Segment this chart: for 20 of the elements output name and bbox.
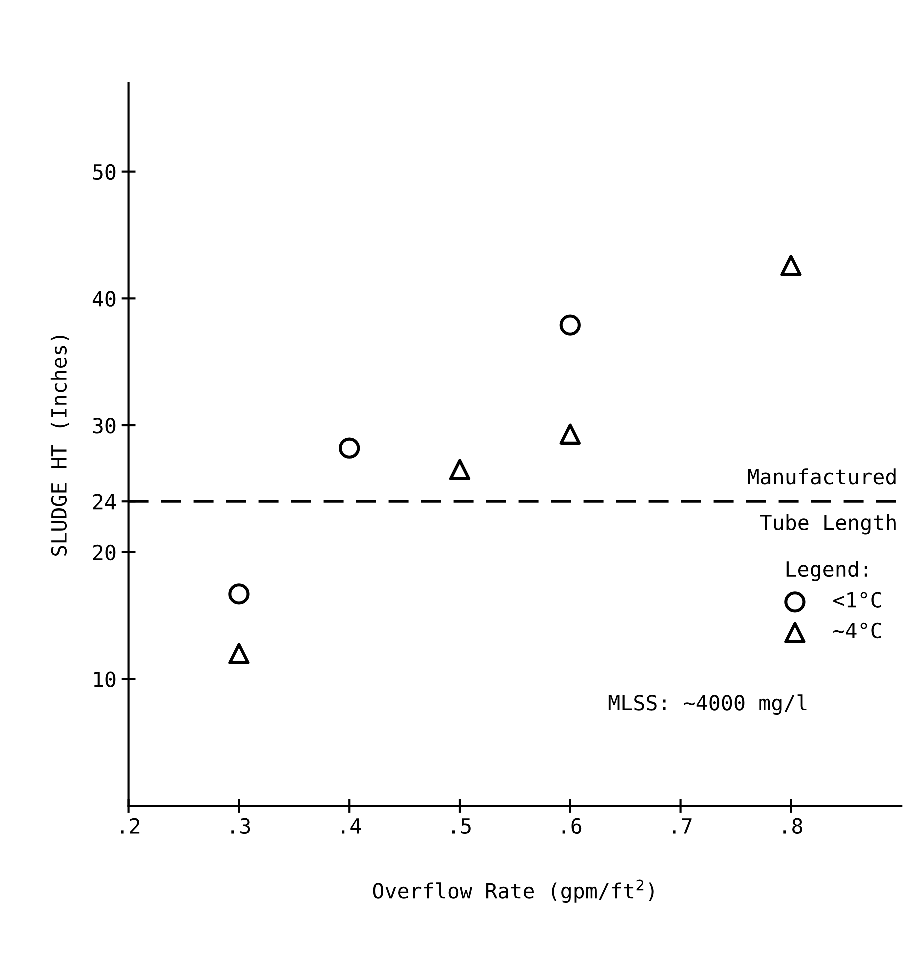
y-tick-label: 24 — [93, 494, 116, 510]
y-tick-label: 10 — [94, 672, 116, 688]
y-tick-label: 20 — [93, 544, 116, 561]
y-tick-label: 30 — [93, 418, 116, 434]
y-tick-label: 40 — [92, 291, 116, 307]
legend-title: Legend: — [786, 560, 868, 582]
annotation: MLSS: ~4000 mg/l — [608, 694, 807, 716]
text: Manufactured Tube Length — [748, 468, 896, 535]
x-tick-label: .6 — [562, 818, 582, 834]
y-tick-label: 50 — [93, 164, 116, 180]
x-axis-title: Overflow Rate (gpm/ft$^{2}$) — [373, 880, 654, 904]
x-tick-label: .2 — [121, 818, 140, 834]
legend-label: ~4°C — [834, 622, 882, 639]
x-tick-label: .4 — [342, 818, 362, 834]
x-tick-label: .8 — [784, 818, 802, 834]
x-tick-label: .3 — [232, 818, 250, 834]
y-axis-title: SLUDGE HT (Inches) — [50, 336, 70, 556]
x-tick-label: .5 — [452, 818, 471, 834]
legend-label: <1°C — [834, 592, 882, 608]
x-tick-label: .7 — [673, 818, 692, 834]
